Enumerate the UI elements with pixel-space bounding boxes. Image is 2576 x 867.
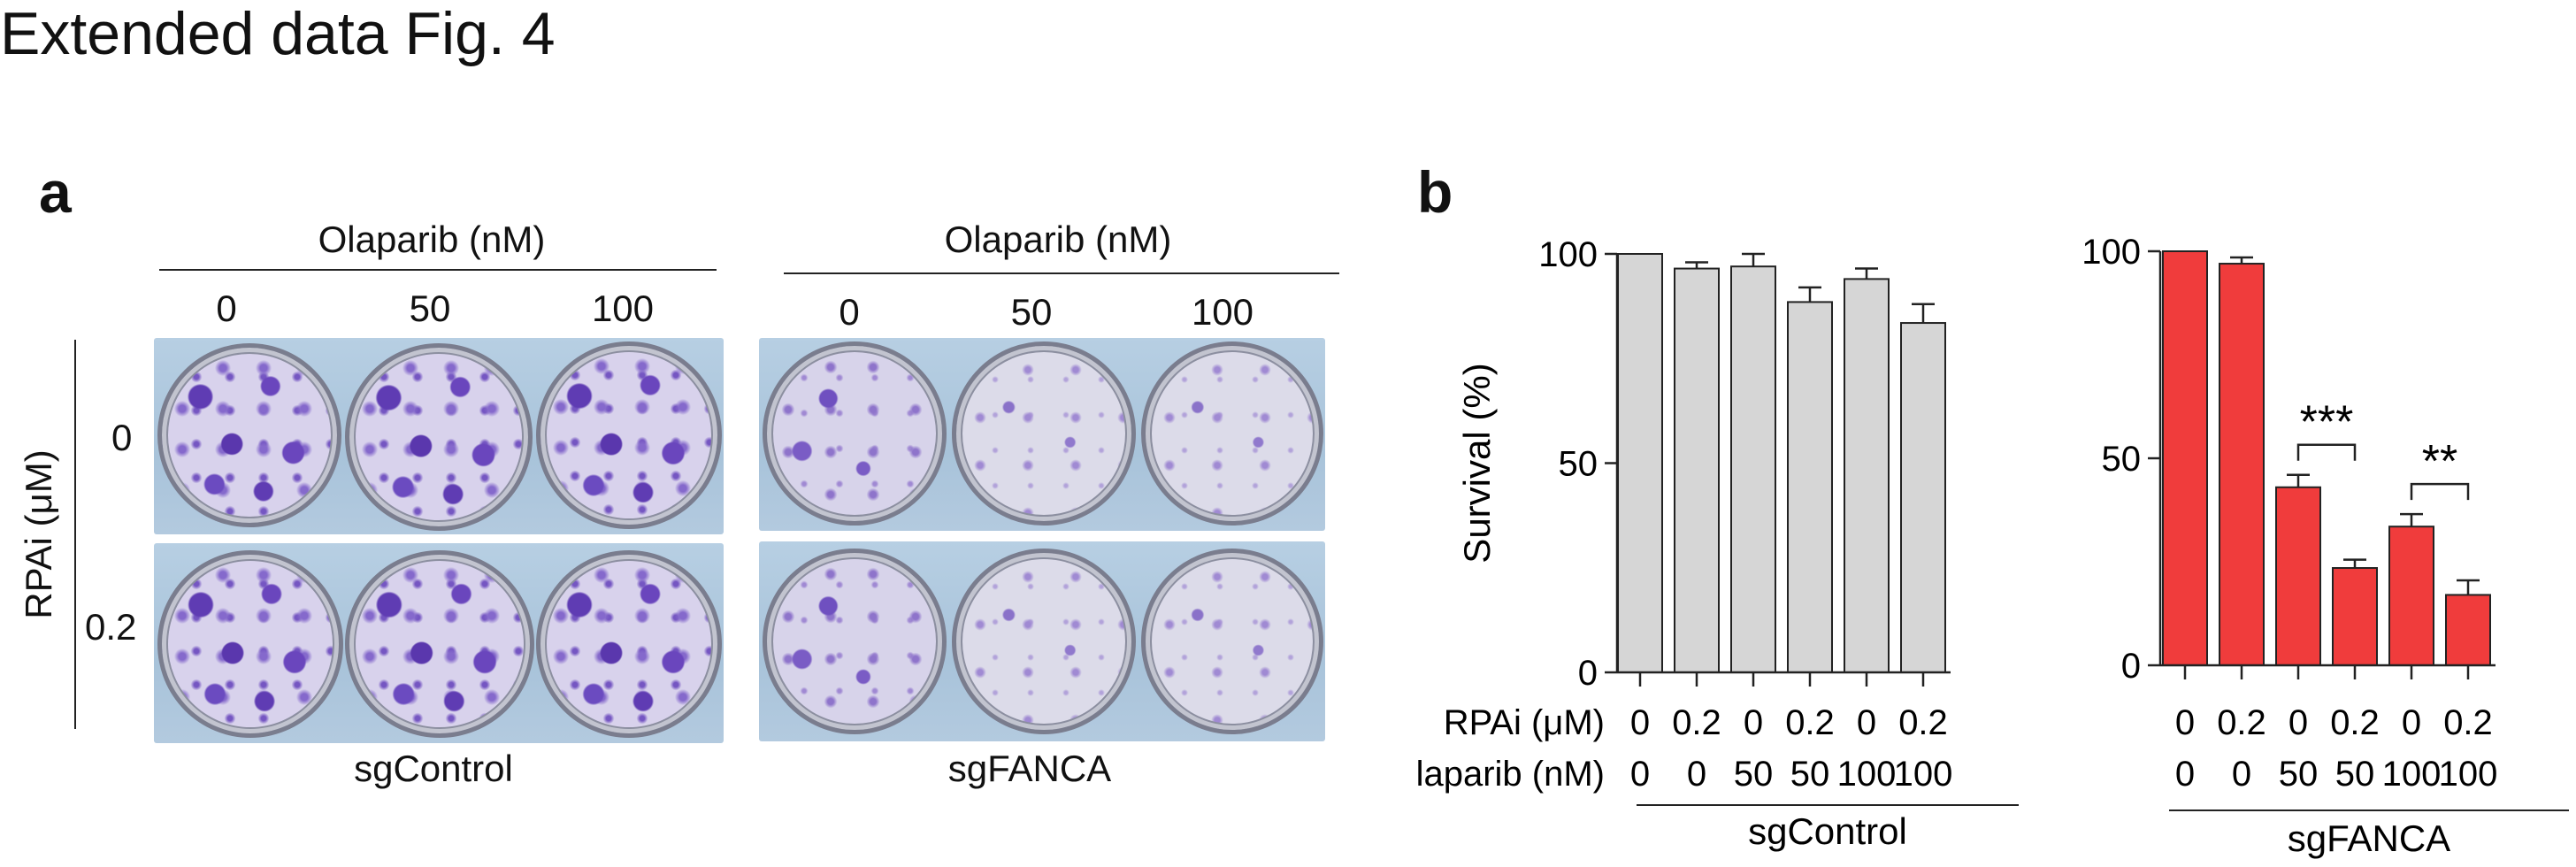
bar xyxy=(1617,253,1663,673)
chart-sgfanca: 050100000.200500.25001000.2100sgFANCA***… xyxy=(2082,233,2569,859)
x-label-rpai: 0 xyxy=(1630,703,1650,742)
row-title-olaparib: Olaparib (nM) xyxy=(1415,755,1605,794)
x-label-rpai: 0 xyxy=(1744,703,1763,742)
x-label-olaparib: 50 xyxy=(1790,755,1830,794)
colony-dish xyxy=(952,341,1136,526)
bar xyxy=(1787,301,1833,673)
significance-label: *** xyxy=(2300,397,2354,449)
significance-label: ** xyxy=(2422,436,2457,487)
y-tick-label: 0 xyxy=(2121,647,2141,686)
panel-a-label: a xyxy=(39,159,72,225)
rpai-axis-line xyxy=(74,340,76,729)
colony-dish xyxy=(157,550,343,738)
x-label-rpai: 0.2 xyxy=(1898,703,1948,742)
x-label-olaparib: 0 xyxy=(1687,755,1706,794)
olaparib-title-sgfanca: Olaparib (nM) xyxy=(944,219,1172,260)
x-label-rpai: 0.2 xyxy=(1672,703,1721,742)
panel-b-label: b xyxy=(1417,159,1453,225)
colony-dish xyxy=(763,341,947,526)
x-label-olaparib: 100 xyxy=(1837,755,1897,794)
y-tick-label: 50 xyxy=(2102,440,2142,479)
significance-bracket xyxy=(2296,443,2357,461)
conc-label-sgfanca-0: 0 xyxy=(839,291,860,333)
figure-title: Extended data Fig. 4 xyxy=(0,0,556,67)
conc-label-sgcontrol-0: 0 xyxy=(216,288,237,329)
rpai-row-label-0: 0 xyxy=(111,417,133,458)
conc-label-sgfanca-100: 100 xyxy=(1191,291,1254,333)
plate-strip-sgfanca-rpai-0-2 xyxy=(759,541,1325,741)
plate-strip-sgfanca-rpai-0 xyxy=(759,338,1325,531)
x-label-olaparib: 50 xyxy=(1734,755,1774,794)
conc-label-sgcontrol-50: 50 xyxy=(409,288,451,329)
x-label-olaparib: 0 xyxy=(2175,755,2195,794)
x-label-rpai: 0 xyxy=(2175,703,2195,742)
bar xyxy=(1674,267,1720,673)
x-label-rpai: 0.2 xyxy=(1785,703,1835,742)
x-label-olaparib: 50 xyxy=(2279,755,2319,794)
colony-dish xyxy=(1141,341,1323,526)
bar xyxy=(2388,526,2434,666)
x-label-olaparib: 100 xyxy=(2382,755,2442,794)
x-label-rpai: 0.2 xyxy=(2217,703,2266,742)
x-label-rpai: 0 xyxy=(1857,703,1876,742)
olaparib-title-sgcontrol: Olaparib (nM) xyxy=(318,219,546,260)
bar xyxy=(2445,594,2491,666)
x-label-olaparib: 50 xyxy=(2335,755,2375,794)
plate-strip-sgcontrol-rpai-0-2 xyxy=(154,543,724,743)
olaparib-line-sgcontrol xyxy=(159,269,717,271)
group-caption-sgcontrol: sgControl xyxy=(354,748,513,789)
x-label-olaparib: 100 xyxy=(2439,755,2498,794)
rpai-axis-label: RPAi (μM) xyxy=(18,449,59,619)
x-label-rpai: 0 xyxy=(2288,703,2308,742)
colony-dish xyxy=(345,343,533,531)
bar xyxy=(2275,486,2321,667)
x-label-olaparib: 100 xyxy=(1894,755,1953,794)
conc-label-sgcontrol-100: 100 xyxy=(591,288,655,329)
colony-dish xyxy=(952,549,1136,734)
y-tick-label: 100 xyxy=(1538,235,1598,274)
group-label: sgFANCA xyxy=(2288,817,2450,859)
bar xyxy=(1900,322,1946,673)
x-label-rpai: 0 xyxy=(2402,703,2421,742)
rpai-row-label-0-2: 0.2 xyxy=(85,606,137,648)
group-caption-sgfanca: sgFANCA xyxy=(947,748,1112,789)
colony-dish xyxy=(536,550,722,738)
bar xyxy=(1844,278,1890,673)
y-tick-label: 0 xyxy=(1578,654,1598,693)
x-label-rpai: 0.2 xyxy=(2443,703,2493,742)
colony-dish xyxy=(536,341,722,529)
y-tick-label: 50 xyxy=(1559,445,1598,484)
y-tick-label: 100 xyxy=(2082,233,2141,272)
conc-label-sgfanca-50: 50 xyxy=(1010,291,1053,333)
significance-bracket xyxy=(2410,482,2470,501)
plate-strip-sgcontrol-rpai-0 xyxy=(154,338,724,534)
row-title-rpai: RPAi (μM) xyxy=(1444,703,1605,742)
group-label: sgControl xyxy=(1748,810,1907,852)
bar xyxy=(2162,250,2208,666)
olaparib-line-sgfanca xyxy=(784,272,1339,274)
bar xyxy=(2332,567,2378,667)
bar xyxy=(1730,265,1776,673)
x-label-olaparib: 0 xyxy=(1630,755,1650,794)
colony-dish xyxy=(157,343,341,527)
y-axis-title: Survival (%) xyxy=(1456,363,1498,563)
x-label-olaparib: 0 xyxy=(2232,755,2251,794)
colony-dish xyxy=(1141,549,1323,734)
colony-dish xyxy=(763,549,947,734)
bar xyxy=(2219,263,2265,666)
x-label-rpai: 0.2 xyxy=(2330,703,2380,742)
colony-dish xyxy=(345,550,534,738)
